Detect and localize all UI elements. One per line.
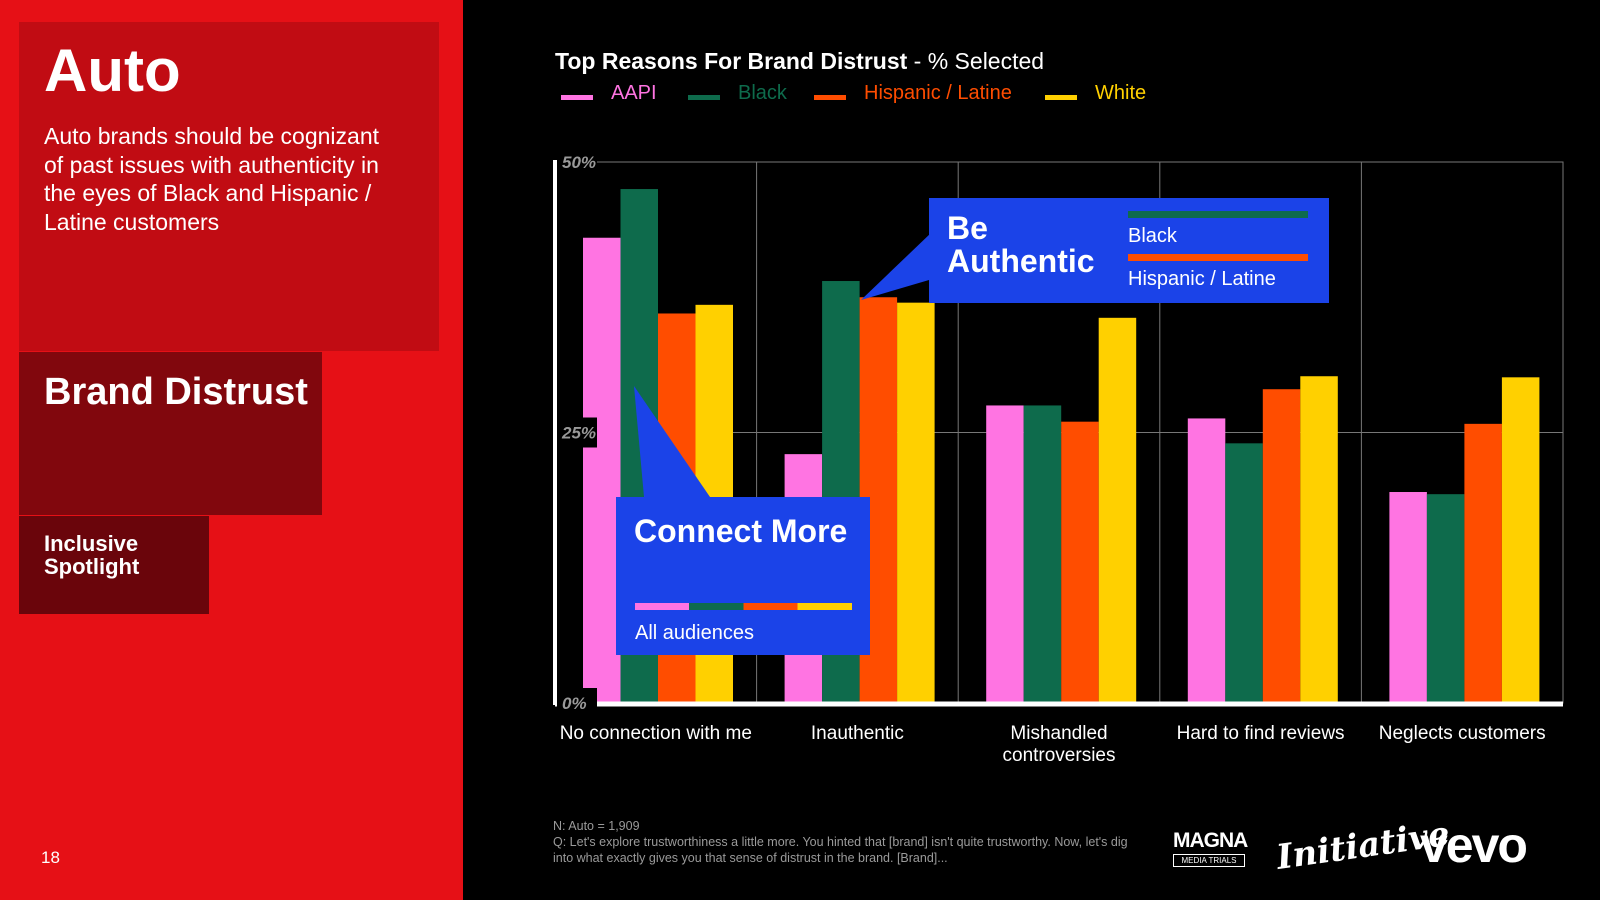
be-authentic-callout: Be Authentic Black Hispanic / Latine xyxy=(929,198,1329,303)
legend-label-white: White xyxy=(1095,82,1147,104)
be-authentic-line-black xyxy=(1128,211,1308,218)
bar-hispanic-3 xyxy=(1262,389,1301,703)
connect-more-title: Connect More xyxy=(634,513,848,549)
chart-title: Top Reasons For Brand Distrust - % Selec… xyxy=(555,48,1044,75)
be-authentic-label-hispanic: Hispanic / Latine xyxy=(1128,268,1276,290)
bar-white-4 xyxy=(1501,377,1540,703)
left-panel: Auto Auto brands should be cognizant of … xyxy=(0,0,463,900)
y-tick-label-bg xyxy=(557,417,597,448)
connect-more-caption: All audiences xyxy=(635,622,754,644)
page-number: 18 xyxy=(41,848,60,867)
y-tick-label-bg xyxy=(557,147,597,177)
vevo-logo: vevo xyxy=(1420,817,1528,873)
x-tick-label: Mishandled controversies xyxy=(1002,723,1116,766)
x-tick-label: Inauthentic xyxy=(810,723,904,744)
footnote-sample-size: N: Auto = 1,909 xyxy=(553,819,640,833)
magna-logo: MAGNA MEDIA TRIALS xyxy=(1173,829,1248,870)
bar-hispanic-2 xyxy=(1061,421,1099,703)
footnote-question: Q: Let's explore trustworthiness a littl… xyxy=(553,835,1128,865)
bar-black-3 xyxy=(1225,443,1263,703)
legend-swatch-hispanic xyxy=(814,95,846,100)
magna-logo-text: MAGNA xyxy=(1173,829,1248,852)
y-tick-label-bg xyxy=(557,688,597,718)
bar-hispanic-4 xyxy=(1464,423,1502,703)
magna-logo-subtext: MEDIA TRIALS xyxy=(1173,854,1245,867)
be-authentic-title: Be Authentic xyxy=(947,210,1095,279)
bar-white-1 xyxy=(897,302,935,703)
be-authentic-pointer xyxy=(861,232,932,300)
y-tick-label: 50% xyxy=(562,153,596,172)
x-tick-label: Hard to find reviews xyxy=(1176,723,1345,744)
brand-distrust-card: Brand Distrust xyxy=(19,352,322,515)
bar-aapi-2 xyxy=(986,405,1024,703)
bar-aapi-3 xyxy=(1187,418,1226,703)
y-tick-label: 25% xyxy=(561,424,596,443)
auto-card: Auto Auto brands should be cognizant of … xyxy=(19,22,439,351)
bar-aapi-0 xyxy=(583,237,621,704)
legend-label-hispanic: Hispanic / Latine xyxy=(864,82,1012,104)
bar-aapi-4 xyxy=(1389,492,1427,703)
connect-more-color-bar xyxy=(635,603,852,610)
bar-white-2 xyxy=(1098,317,1137,703)
footnote: N: Auto = 1,909 Q: Let's explore trustwo… xyxy=(553,818,1133,866)
inclusive-spotlight-card: Inclusive Spotlight xyxy=(19,516,209,614)
legend-label-black: Black xyxy=(738,82,787,104)
subsection-title: Inclusive Spotlight xyxy=(44,531,140,579)
be-authentic-label-black: Black xyxy=(1128,225,1177,247)
x-tick-label: No connection with me xyxy=(559,723,752,744)
sidebar-description: Auto brands should be cognizant of past … xyxy=(44,123,380,235)
bar-white-3 xyxy=(1300,376,1338,703)
connect-more-callout: Connect More All audiences xyxy=(616,497,870,655)
legend-swatch-aapi xyxy=(561,95,593,100)
legend-swatch-black xyxy=(688,95,720,100)
connect-more-pointer xyxy=(634,386,710,497)
x-tick-label: Neglects customers xyxy=(1378,723,1546,744)
bar-black-2 xyxy=(1023,405,1062,703)
section-title: Brand Distrust xyxy=(44,371,308,413)
chart-title-bold: Top Reasons For Brand Distrust xyxy=(555,48,908,74)
chart-title-rest: - % Selected xyxy=(907,48,1045,74)
sidebar-title: Auto xyxy=(44,37,181,104)
y-tick-label: 0% xyxy=(562,694,587,713)
be-authentic-line-hispanic xyxy=(1128,254,1308,261)
bar-black-4 xyxy=(1426,494,1465,703)
legend-label-aapi: AAPI xyxy=(611,82,657,104)
legend-swatch-white xyxy=(1045,95,1077,100)
